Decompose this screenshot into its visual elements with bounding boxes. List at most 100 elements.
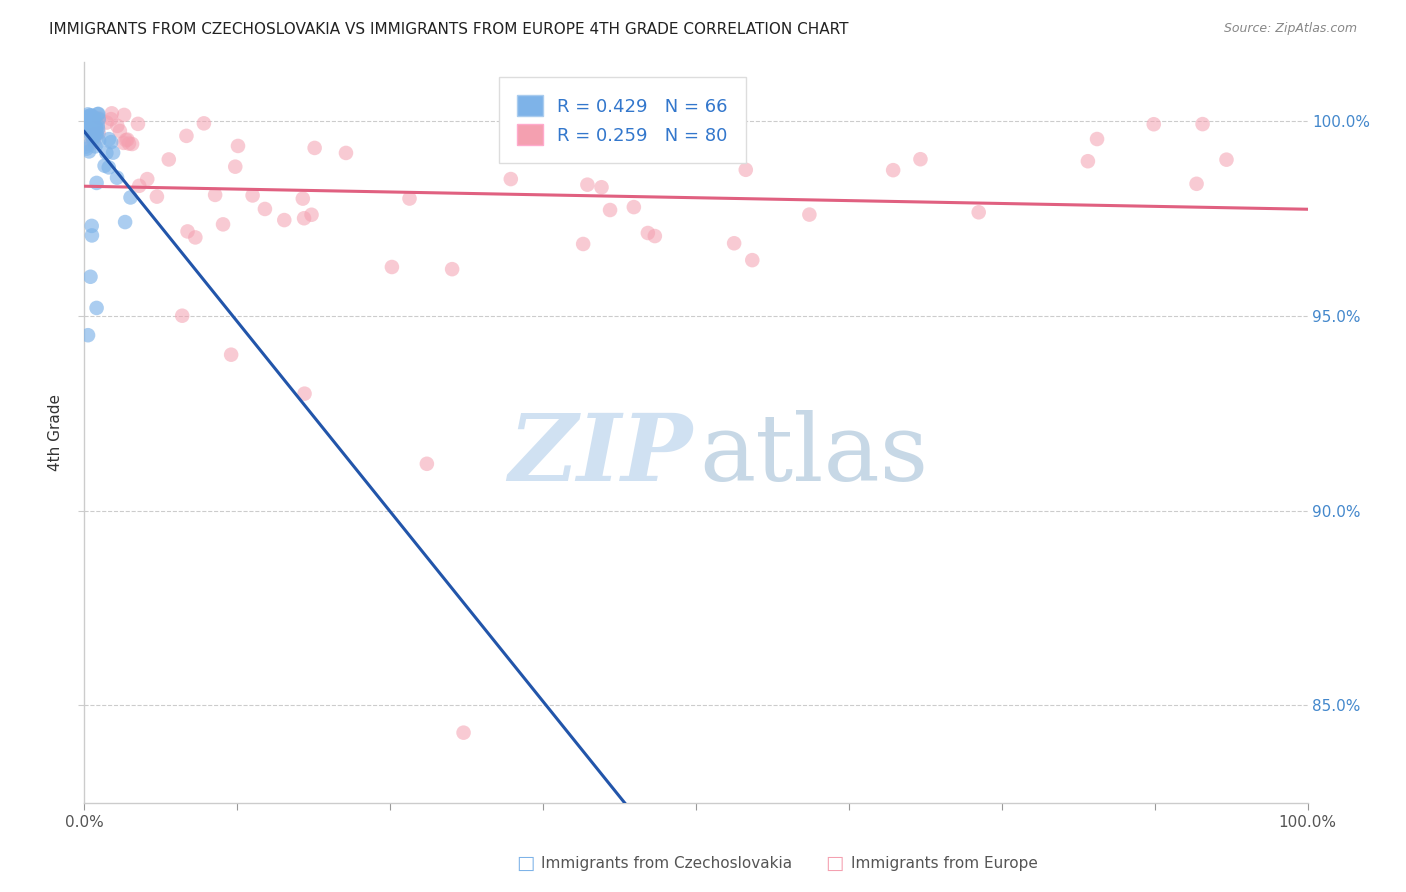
Point xyxy=(117,133,139,147)
Point xyxy=(176,128,198,143)
Point xyxy=(136,172,159,186)
Point xyxy=(87,122,110,136)
Point xyxy=(606,128,628,142)
Point xyxy=(172,309,194,323)
Point xyxy=(76,142,98,156)
Point xyxy=(79,121,101,136)
Point xyxy=(599,202,621,217)
Point xyxy=(79,109,101,123)
Point xyxy=(381,260,404,274)
Point xyxy=(294,386,316,401)
Point xyxy=(114,215,136,229)
Point xyxy=(741,253,763,268)
Point xyxy=(242,188,264,202)
Point xyxy=(87,107,110,121)
Text: □: □ xyxy=(825,854,844,873)
Point xyxy=(79,112,101,127)
Point xyxy=(82,129,104,144)
Point xyxy=(76,118,98,132)
Point xyxy=(83,119,105,133)
Point xyxy=(100,135,122,149)
Point xyxy=(80,120,103,134)
Point xyxy=(80,120,103,134)
Point xyxy=(226,139,249,153)
Point xyxy=(219,348,242,362)
Point xyxy=(723,236,745,251)
Point xyxy=(453,725,475,739)
Point xyxy=(80,219,103,233)
Point xyxy=(83,136,105,150)
Point xyxy=(727,141,749,155)
Point xyxy=(86,301,108,315)
Point xyxy=(79,119,101,133)
Point xyxy=(86,126,108,140)
Point xyxy=(86,176,108,190)
Point xyxy=(273,213,295,227)
Point xyxy=(101,145,124,160)
Point xyxy=(84,139,107,153)
Point xyxy=(87,112,110,127)
Point xyxy=(105,119,128,133)
Point xyxy=(799,208,821,222)
Point xyxy=(80,126,103,140)
Point xyxy=(73,115,96,129)
Text: IMMIGRANTS FROM CZECHOSLOVAKIA VS IMMIGRANTS FROM EUROPE 4TH GRADE CORRELATION C: IMMIGRANTS FROM CZECHOSLOVAKIA VS IMMIGR… xyxy=(49,22,849,37)
Point xyxy=(87,107,110,121)
Point xyxy=(292,211,315,226)
Point xyxy=(84,120,107,135)
Point xyxy=(76,113,98,128)
Point xyxy=(101,106,124,120)
Point xyxy=(734,162,756,177)
Point xyxy=(212,218,235,232)
Point xyxy=(108,124,131,138)
Point xyxy=(644,229,666,244)
Point xyxy=(82,127,104,141)
Text: Source: ZipAtlas.com: Source: ZipAtlas.com xyxy=(1223,22,1357,36)
Point xyxy=(112,136,135,150)
Point xyxy=(910,152,932,166)
Point xyxy=(87,112,110,126)
Point xyxy=(118,136,141,151)
Point xyxy=(301,208,323,222)
Point xyxy=(80,112,103,127)
Point xyxy=(82,112,104,126)
Point xyxy=(87,126,110,140)
Point xyxy=(1143,117,1166,131)
Point xyxy=(77,111,100,125)
Point xyxy=(80,128,103,143)
Legend: R = 0.429   N = 66, R = 0.259   N = 80: R = 0.429 N = 66, R = 0.259 N = 80 xyxy=(505,83,741,158)
Text: Immigrants from Czechoslovakia: Immigrants from Czechoslovakia xyxy=(541,856,793,871)
Point xyxy=(416,457,439,471)
Point xyxy=(193,116,215,130)
Point xyxy=(572,237,595,252)
Point xyxy=(84,122,107,136)
Point xyxy=(80,113,103,128)
Text: atlas: atlas xyxy=(700,409,929,500)
Point xyxy=(76,136,98,151)
Point xyxy=(115,133,138,147)
Point xyxy=(1215,153,1237,167)
Point xyxy=(82,120,104,134)
Point xyxy=(304,141,326,155)
Point xyxy=(1085,132,1108,146)
Point xyxy=(93,159,115,173)
Point xyxy=(96,115,118,129)
Point xyxy=(97,132,120,146)
Point xyxy=(127,117,149,131)
Point xyxy=(83,112,105,126)
Point xyxy=(75,139,97,153)
Point xyxy=(96,145,118,160)
Point xyxy=(84,120,107,134)
Point xyxy=(75,114,97,128)
Point xyxy=(87,134,110,148)
Point xyxy=(77,328,100,343)
Point xyxy=(128,178,150,193)
Point xyxy=(79,269,101,284)
Point xyxy=(84,120,107,134)
Point xyxy=(637,226,659,240)
Point xyxy=(121,136,143,151)
Point xyxy=(591,180,613,194)
Point xyxy=(76,110,98,124)
Point xyxy=(441,262,464,277)
Point xyxy=(80,228,103,243)
